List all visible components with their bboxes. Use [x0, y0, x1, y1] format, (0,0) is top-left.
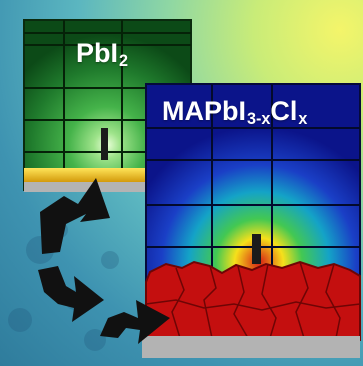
beam-stop	[252, 234, 261, 264]
mapbi-substrate	[142, 336, 360, 358]
mapbi-label-subscript-1: 3-x	[247, 110, 271, 129]
pbi2-label-subscript: 2	[119, 52, 129, 71]
mapbi-grid	[146, 84, 360, 296]
curved-arrow-icon	[100, 300, 170, 344]
pbi2-substrate	[24, 182, 191, 192]
mapbi-label-subscript-2: x	[298, 110, 308, 129]
arrows	[38, 178, 170, 344]
mapbi-label: MAPbI3-xClx	[162, 96, 307, 129]
pbi2-label: PbI2	[76, 38, 128, 71]
mapbi-label-main: MAPbI	[162, 96, 246, 126]
curved-arrow-icon	[38, 266, 104, 322]
mapbi-label-main-2: Cl	[270, 96, 298, 126]
curved-arrow-icon	[40, 178, 110, 254]
grain-boundaries	[145, 261, 361, 339]
mapbi-panel	[142, 83, 361, 358]
beam-stop	[101, 128, 108, 160]
pbi2-label-main: PbI	[76, 38, 119, 68]
